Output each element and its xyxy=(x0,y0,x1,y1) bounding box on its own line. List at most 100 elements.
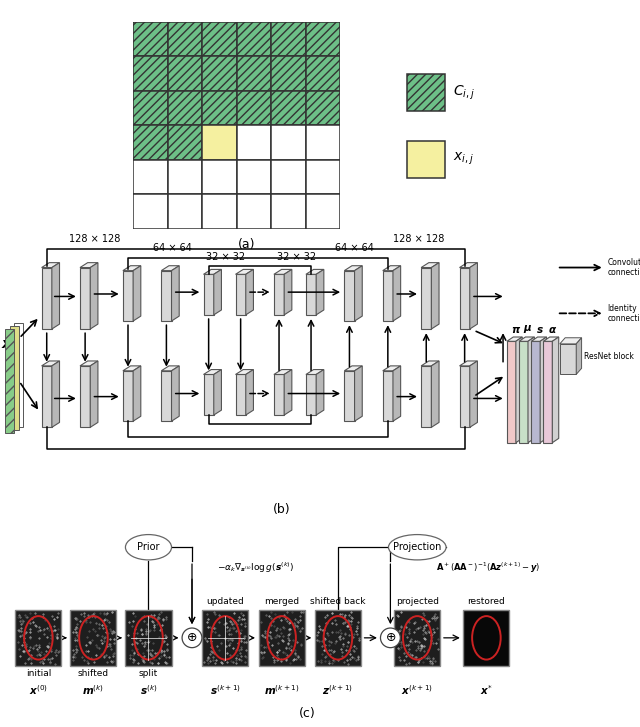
Text: (b): (b) xyxy=(273,503,291,516)
Text: $\boldsymbol{m}^{(k)}$: $\boldsymbol{m}^{(k)}$ xyxy=(83,683,104,697)
Polygon shape xyxy=(80,262,98,268)
Text: 64 × 64: 64 × 64 xyxy=(335,244,374,254)
Polygon shape xyxy=(246,369,253,415)
Bar xyxy=(271,91,306,125)
Bar xyxy=(133,125,168,160)
Polygon shape xyxy=(42,268,52,329)
Bar xyxy=(202,160,237,194)
Text: $\boldsymbol{x}^{*}$: $\boldsymbol{x}^{*}$ xyxy=(480,683,493,697)
Bar xyxy=(408,74,445,111)
Polygon shape xyxy=(531,341,540,443)
Text: $-\alpha_k\nabla_{\boldsymbol{s}^{(k)}}\log g(\boldsymbol{s}^{(k)})$: $-\alpha_k\nabla_{\boldsymbol{s}^{(k)}}\… xyxy=(218,561,294,575)
Polygon shape xyxy=(204,270,221,274)
Polygon shape xyxy=(236,374,246,415)
Polygon shape xyxy=(576,338,582,374)
Polygon shape xyxy=(42,361,60,366)
Text: $\boldsymbol{m}^{(k+1)}$: $\boldsymbol{m}^{(k+1)}$ xyxy=(264,683,300,697)
FancyBboxPatch shape xyxy=(259,610,305,666)
Bar xyxy=(237,91,271,125)
Polygon shape xyxy=(214,369,221,415)
Bar xyxy=(271,160,306,194)
FancyBboxPatch shape xyxy=(315,610,361,666)
Polygon shape xyxy=(460,268,470,329)
Text: shifted back: shifted back xyxy=(310,597,365,606)
Polygon shape xyxy=(172,266,179,321)
Text: $\oplus$: $\oplus$ xyxy=(385,631,396,644)
Polygon shape xyxy=(519,337,534,341)
Ellipse shape xyxy=(388,534,446,560)
Polygon shape xyxy=(246,270,253,315)
Bar xyxy=(306,194,340,229)
Polygon shape xyxy=(172,366,179,421)
Polygon shape xyxy=(519,341,528,443)
Polygon shape xyxy=(80,366,90,427)
Polygon shape xyxy=(460,262,477,268)
Circle shape xyxy=(182,628,202,648)
Polygon shape xyxy=(306,369,324,374)
Text: Identity
connection: Identity connection xyxy=(607,304,640,323)
Polygon shape xyxy=(284,270,292,315)
Polygon shape xyxy=(123,266,141,270)
Bar xyxy=(133,22,168,57)
Polygon shape xyxy=(306,274,316,315)
Bar xyxy=(133,91,168,125)
Polygon shape xyxy=(560,344,576,374)
Bar xyxy=(168,125,202,160)
Polygon shape xyxy=(460,361,477,366)
Polygon shape xyxy=(52,361,60,427)
Bar xyxy=(133,56,168,91)
Bar xyxy=(202,194,237,229)
Bar xyxy=(237,56,271,91)
Polygon shape xyxy=(123,366,141,371)
Bar xyxy=(306,56,340,91)
FancyBboxPatch shape xyxy=(463,610,509,666)
Polygon shape xyxy=(421,361,439,366)
Polygon shape xyxy=(161,270,172,321)
Text: restored: restored xyxy=(468,597,505,606)
Polygon shape xyxy=(284,369,292,415)
Polygon shape xyxy=(383,366,401,371)
Text: $\boldsymbol{s}$: $\boldsymbol{s}$ xyxy=(536,325,544,335)
Text: $\boldsymbol{s}^{(k+1)}$: $\boldsymbol{s}^{(k+1)}$ xyxy=(210,683,241,697)
Polygon shape xyxy=(344,366,362,371)
Polygon shape xyxy=(470,361,477,427)
Bar xyxy=(237,194,271,229)
Polygon shape xyxy=(516,337,522,443)
Bar xyxy=(237,160,271,194)
Text: Projection: Projection xyxy=(393,542,442,553)
Polygon shape xyxy=(80,361,98,366)
Polygon shape xyxy=(214,270,221,315)
Polygon shape xyxy=(236,369,253,374)
Polygon shape xyxy=(531,337,547,341)
Polygon shape xyxy=(393,366,401,421)
Text: $x_{i,j}$: $x_{i,j}$ xyxy=(453,151,474,167)
Text: (c): (c) xyxy=(299,707,316,720)
Polygon shape xyxy=(316,270,324,315)
Polygon shape xyxy=(470,262,477,329)
Bar xyxy=(168,22,202,57)
FancyBboxPatch shape xyxy=(125,610,172,666)
Polygon shape xyxy=(421,366,431,427)
Text: $\boldsymbol{x}$: $\boldsymbol{x}$ xyxy=(1,337,13,351)
Bar xyxy=(5,329,14,433)
Polygon shape xyxy=(543,337,559,341)
Text: 64 × 64: 64 × 64 xyxy=(154,244,192,254)
Bar xyxy=(168,194,202,229)
Polygon shape xyxy=(528,337,534,443)
Polygon shape xyxy=(560,338,582,344)
Text: Convolutional
connection: Convolutional connection xyxy=(607,258,640,277)
Text: $\boldsymbol{\alpha}$: $\boldsymbol{\alpha}$ xyxy=(548,325,557,335)
Polygon shape xyxy=(133,366,141,421)
Text: 32 × 32: 32 × 32 xyxy=(276,252,316,262)
Polygon shape xyxy=(393,266,401,321)
Bar xyxy=(168,160,202,194)
Polygon shape xyxy=(431,262,439,329)
Bar xyxy=(271,125,306,160)
Text: $\mathbf{A}^+(\mathbf{A}\mathbf{A}^-)^{-1}(\mathbf{A}\boldsymbol{z}^{(k+1)}-\bol: $\mathbf{A}^+(\mathbf{A}\mathbf{A}^-)^{-… xyxy=(436,561,540,575)
Bar xyxy=(10,326,19,430)
Polygon shape xyxy=(42,366,52,427)
Polygon shape xyxy=(355,366,362,421)
Bar xyxy=(133,160,168,194)
Polygon shape xyxy=(383,270,393,321)
Bar xyxy=(14,323,23,427)
